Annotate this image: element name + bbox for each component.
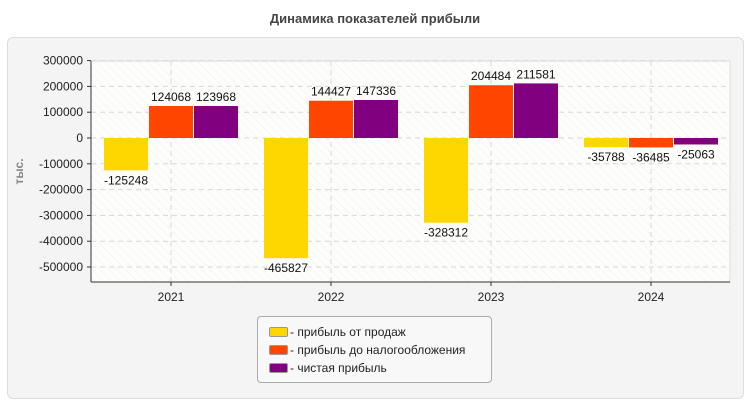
data-label: -125248 <box>104 173 148 187</box>
x-tick-label: 2021 <box>158 290 185 304</box>
y-tick-label: -500000 <box>39 260 83 274</box>
data-label: -328312 <box>424 226 468 240</box>
legend-label: - чистая прибыль <box>290 361 387 375</box>
data-label: 123968 <box>196 90 236 104</box>
bar <box>149 105 193 138</box>
y-tick-label: 0 <box>76 131 83 145</box>
legend: - прибыль от продаж - прибыль до налогоо… <box>257 316 492 383</box>
bar <box>264 138 308 259</box>
bar <box>424 138 468 223</box>
y-tick-label: 300000 <box>43 54 83 68</box>
data-label: -35788 <box>587 150 625 164</box>
y-tick-label: -100000 <box>39 157 83 171</box>
y-tick-label: -400000 <box>39 234 83 248</box>
data-label: 147336 <box>356 84 396 98</box>
data-label: 204484 <box>471 69 511 83</box>
bar <box>629 138 673 148</box>
legend-label: - прибыль от продаж <box>290 325 406 339</box>
y-tick-label: -300000 <box>39 208 83 222</box>
legend-item: - прибыль от продаж <box>269 325 406 339</box>
legend-swatch <box>269 363 288 373</box>
data-label: -36485 <box>632 150 670 164</box>
data-label: -465827 <box>264 261 308 275</box>
bar <box>104 138 148 171</box>
bar <box>674 138 718 145</box>
y-tick-label: 100000 <box>43 105 83 119</box>
x-tick-label: 2022 <box>318 290 345 304</box>
data-label: 211581 <box>516 67 555 81</box>
bar <box>354 99 398 138</box>
legend-swatch <box>269 345 288 355</box>
bar <box>584 138 628 148</box>
legend-swatch <box>269 327 288 337</box>
y-tick-label: -200000 <box>39 183 83 197</box>
legend-item: - чистая прибыль <box>269 361 387 375</box>
data-label: 144427 <box>311 85 351 99</box>
x-tick-label: 2023 <box>478 290 505 304</box>
bar <box>309 100 353 138</box>
chart-title: Динамика показателей прибыли <box>269 11 481 26</box>
bar <box>514 83 558 138</box>
plot-area <box>90 60 731 283</box>
y-axis-label: тыс. <box>12 158 26 184</box>
y-tick-label: 200000 <box>43 79 83 93</box>
data-label: 124068 <box>151 90 191 104</box>
bar <box>194 106 238 138</box>
legend-item: - прибыль до налогообложения <box>269 343 465 357</box>
legend-label: - прибыль до налогообложения <box>290 343 466 357</box>
x-tick-label: 2024 <box>638 290 665 304</box>
bar <box>469 85 513 138</box>
data-label: -25063 <box>677 147 715 161</box>
